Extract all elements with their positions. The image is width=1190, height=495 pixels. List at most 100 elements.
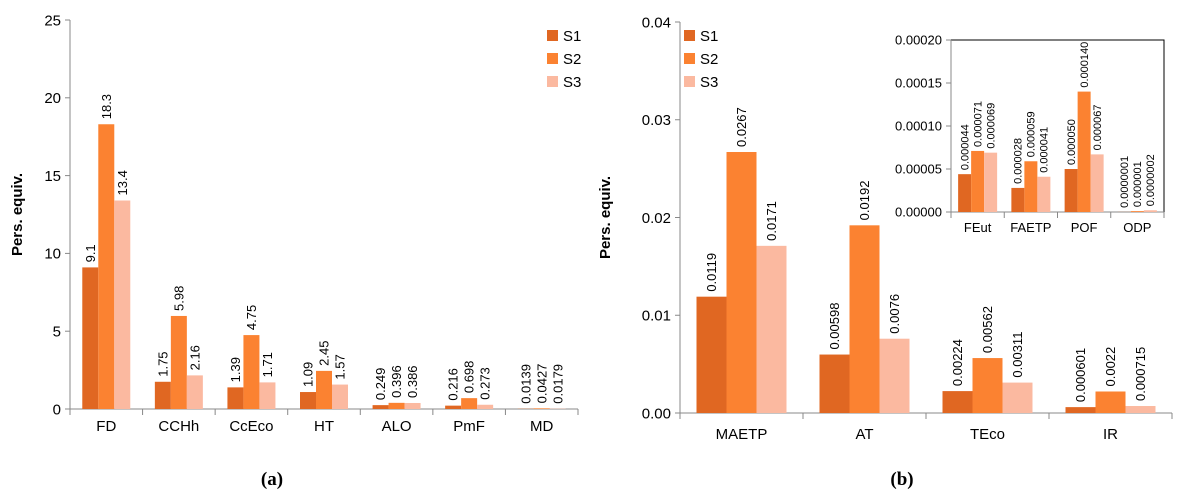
y-axis-title: Pers. equiv. — [9, 173, 26, 256]
bar-S1-MAETP — [696, 296, 727, 413]
x-tick-label: FEut — [964, 220, 992, 235]
legend-label-S3: S3 — [563, 74, 581, 91]
x-tick-label: MAETP — [716, 426, 768, 443]
bar-S1-FAETP — [1011, 187, 1025, 212]
x-tick-label: PmF — [453, 418, 485, 435]
data-label-S3-FAETP: 0.000041 — [1039, 127, 1051, 173]
bar-S1-IR — [1065, 407, 1096, 413]
data-label-S1-ODP: 0.0000001 — [1119, 156, 1131, 208]
data-label-S2-AT: 0.0192 — [857, 181, 872, 221]
bar-S3-POF — [1090, 154, 1104, 212]
y-tick-label: 10 — [44, 246, 61, 263]
data-label-S1-FEut: 0.000044 — [959, 124, 971, 170]
data-label-S3-AT: 0.0076 — [887, 294, 902, 334]
data-label-S2-ODP: 0.000001 — [1132, 161, 1144, 207]
data-label-S1-ALO: 0.249 — [373, 368, 388, 401]
bar-S3-FAETP — [1037, 176, 1051, 212]
data-label-S3-ODP: 0.0000002 — [1145, 154, 1157, 206]
legend-swatch-S1 — [684, 30, 695, 41]
data-label-S1-IR: 0.000601 — [1073, 348, 1088, 402]
data-label-S1-CCHh: 1.75 — [155, 351, 170, 376]
bar-S3-ODP — [1143, 210, 1157, 212]
data-label-S2-IR: 0.0022 — [1103, 347, 1118, 387]
data-label-S2-PmF: 0.698 — [462, 361, 477, 394]
legend-swatch-S3 — [547, 76, 558, 87]
data-label-S3-HT: 1.57 — [333, 354, 348, 379]
bar-S1-POF — [1064, 169, 1078, 212]
x-tick-label: FAETP — [1010, 220, 1051, 235]
data-label-S1-POF: 0.000050 — [1066, 119, 1078, 165]
x-tick-label: ODP — [1123, 220, 1151, 235]
legend-swatch-S2 — [547, 53, 558, 64]
y-tick-label: 0.03 — [642, 112, 671, 129]
bar-S3-ALO — [404, 402, 421, 409]
bar-S2-FEut — [971, 150, 985, 212]
bar-S2-CcEco — [243, 335, 260, 409]
bar-S2-ODP — [1130, 211, 1144, 212]
data-label-S2-TEco: 0.00562 — [980, 306, 995, 353]
chart-a: 0 5 10 15 20 25 Pers. equiv. FD 9.1 18.3 13.4 CCHh 1… — [9, 12, 581, 435]
data-label-S1-FD: 9.1 — [83, 244, 98, 262]
bar-S2-ALO — [388, 402, 405, 409]
data-label-S2-MD: 0.0427 — [534, 364, 549, 404]
legend-label-S2: S2 — [700, 51, 718, 68]
legend-label-S1: S1 — [563, 28, 581, 45]
bar-S1-CCHh — [154, 381, 171, 409]
bar-S1-ALO — [372, 405, 389, 409]
chart-b-inset: 0.00000 0.00005 0.00010 0.00015 0.00020 FEut 0… — [895, 33, 1165, 235]
x-tick-label: CCHh — [158, 418, 199, 435]
chart-b: 0.00 0.01 0.02 0.03 0.04 Pers. equiv. MAETP 0.0… — [597, 14, 1173, 443]
data-label-S2-FEut: 0.000071 — [972, 101, 984, 147]
bar-S3-CCHh — [186, 375, 203, 409]
legend-label-S1: S1 — [700, 28, 718, 45]
bar-S1-FEut — [958, 174, 972, 212]
bar-S2-MAETP — [726, 152, 757, 413]
x-tick-label: CcEco — [229, 418, 273, 435]
data-label-S1-HT: 1.09 — [301, 362, 316, 387]
x-tick-label: ALO — [382, 418, 412, 435]
data-label-S3-ALO: 0.386 — [405, 365, 420, 398]
data-label-S2-POF: 0.000140 — [1079, 42, 1091, 88]
y-tick-label: 0.02 — [642, 210, 671, 227]
x-tick-label: IR — [1103, 426, 1118, 443]
x-tick-label: POF — [1071, 220, 1098, 235]
legend-swatch-S2 — [684, 53, 695, 64]
bar-S1-FD — [82, 267, 99, 409]
data-label-S2-CcEco: 4.75 — [244, 305, 259, 330]
legend-swatch-S1 — [547, 30, 558, 41]
x-tick-label: MD — [530, 418, 553, 435]
data-label-S1-MD: 0.0139 — [518, 364, 533, 404]
y-axis-title: Pers. equiv. — [597, 176, 614, 259]
bar-S3-MAETP — [756, 245, 787, 413]
data-label-S3-IR: 0.000715 — [1133, 347, 1148, 401]
bar-S1-HT — [300, 392, 316, 409]
bar-S2-PmF — [461, 398, 478, 409]
y-tick-label: 0.00 — [642, 405, 671, 422]
bar-S2-MD — [533, 408, 550, 409]
bar-S2-IR — [1095, 391, 1126, 413]
data-label-S2-MAETP: 0.0267 — [734, 107, 749, 147]
bar-S2-FAETP — [1024, 161, 1038, 212]
data-label-S2-ALO: 0.396 — [389, 365, 404, 398]
y-tick-label: 0.00010 — [895, 119, 942, 134]
bar-S3-PmF — [477, 404, 494, 409]
data-label-S3-POF: 0.000067 — [1092, 104, 1104, 150]
bar-S1-TEco — [942, 391, 973, 413]
bar-S3-HT — [332, 384, 348, 409]
bar-S2-POF — [1077, 91, 1091, 212]
legend-label-S2: S2 — [563, 51, 581, 68]
bar-S3-CcEco — [259, 382, 276, 409]
data-label-S1-TEco: 0.00224 — [950, 339, 965, 386]
data-label-S3-MAETP: 0.0171 — [764, 201, 779, 241]
bar-S3-FEut — [984, 152, 998, 212]
data-label-S1-AT: 0.00598 — [827, 303, 842, 350]
legend-swatch-S3 — [684, 76, 695, 87]
y-tick-label: 0.00005 — [895, 162, 942, 177]
x-tick-label: TEco — [970, 426, 1005, 443]
bar-S3-TEco — [1002, 382, 1033, 413]
bar-S2-HT — [316, 370, 332, 409]
y-tick-label: 0 — [53, 401, 61, 418]
bar-S1-CcEco — [227, 387, 244, 409]
y-tick-label: 15 — [44, 168, 61, 185]
